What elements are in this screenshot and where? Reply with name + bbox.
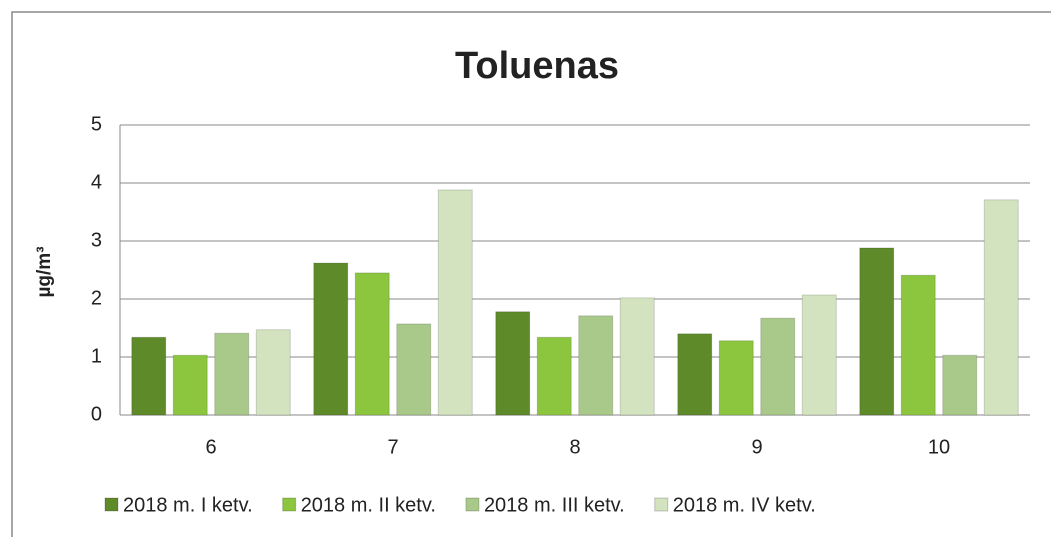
y-axis-label: µg/m³ (34, 246, 55, 297)
bar (131, 336, 167, 416)
legend-swatch (282, 497, 297, 512)
bar (313, 262, 349, 416)
x-tick-label: 8 (569, 436, 580, 458)
y-tick-label: 2 (91, 287, 102, 309)
legend-swatch (465, 497, 480, 512)
bar (172, 354, 208, 416)
bar (900, 274, 936, 416)
y-tick-label: 3 (91, 229, 102, 251)
legend-swatch (104, 497, 119, 512)
legend-label: 2018 m. II ketv. (301, 494, 436, 516)
bar (536, 336, 572, 416)
legend-swatch (654, 497, 669, 512)
bar (942, 354, 978, 416)
bar (718, 340, 754, 416)
bar (619, 297, 655, 416)
bar (354, 272, 390, 416)
y-tick-label: 5 (91, 113, 102, 135)
bar (760, 317, 796, 416)
bar (437, 189, 473, 416)
chart-frame (11, 11, 1051, 537)
bar (801, 294, 837, 416)
chart-title: Toluenas (455, 45, 619, 87)
bar (214, 332, 250, 416)
bar (495, 311, 531, 416)
legend-label: 2018 m. IV ketv. (673, 494, 816, 516)
x-tick-label: 10 (928, 436, 950, 458)
x-tick-label: 6 (205, 436, 216, 458)
bar (578, 315, 614, 416)
x-tick-label: 9 (751, 436, 762, 458)
y-tick-label: 4 (91, 171, 102, 193)
y-tick-label: 1 (91, 345, 102, 367)
bar (255, 329, 291, 416)
legend-label: 2018 m. I ketv. (123, 494, 253, 516)
bar (859, 247, 895, 416)
x-tick-label: 7 (387, 436, 398, 458)
bar (677, 333, 713, 416)
bar (983, 199, 1019, 416)
y-tick-label: 0 (91, 403, 102, 425)
legend-label: 2018 m. III ketv. (484, 494, 625, 516)
bar (396, 323, 432, 416)
